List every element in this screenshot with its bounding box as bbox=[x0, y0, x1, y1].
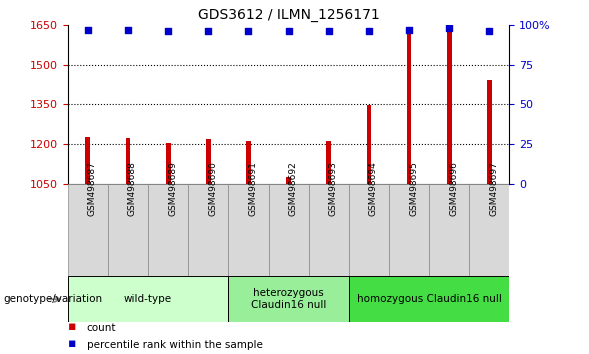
Bar bbox=[206, 139, 211, 184]
Text: GSM498690: GSM498690 bbox=[209, 161, 217, 216]
Bar bbox=[108, 184, 148, 276]
Bar bbox=[85, 137, 90, 184]
Point bbox=[445, 25, 454, 31]
Bar bbox=[286, 177, 291, 184]
Text: GSM498694: GSM498694 bbox=[369, 161, 378, 216]
Point bbox=[204, 28, 213, 34]
Bar bbox=[447, 28, 452, 184]
Point bbox=[405, 27, 414, 32]
Bar bbox=[487, 80, 492, 184]
Bar bbox=[166, 143, 171, 184]
Text: wild-type: wild-type bbox=[124, 294, 172, 304]
Text: percentile rank within the sample: percentile rank within the sample bbox=[87, 341, 263, 350]
Bar bbox=[309, 184, 349, 276]
Bar bbox=[229, 184, 269, 276]
Point bbox=[364, 28, 373, 34]
Point bbox=[324, 28, 333, 34]
Bar bbox=[326, 141, 331, 184]
Bar bbox=[229, 276, 349, 322]
Point bbox=[284, 28, 293, 34]
Bar bbox=[68, 276, 229, 322]
Text: ▪: ▪ bbox=[68, 320, 76, 333]
Bar bbox=[125, 138, 130, 184]
Point bbox=[244, 28, 253, 34]
Bar bbox=[269, 184, 309, 276]
Text: GSM498689: GSM498689 bbox=[168, 161, 177, 216]
Bar bbox=[246, 141, 251, 184]
Text: count: count bbox=[87, 323, 116, 333]
Bar bbox=[469, 184, 509, 276]
Text: GSM498697: GSM498697 bbox=[489, 161, 498, 216]
Bar bbox=[68, 184, 108, 276]
Bar bbox=[389, 184, 429, 276]
Bar bbox=[188, 184, 229, 276]
Bar bbox=[406, 33, 412, 184]
Bar bbox=[349, 184, 389, 276]
Text: genotype/variation: genotype/variation bbox=[3, 294, 102, 304]
Text: GSM498691: GSM498691 bbox=[249, 161, 257, 216]
Text: GSM498692: GSM498692 bbox=[289, 161, 297, 216]
Bar bbox=[366, 105, 371, 184]
Text: GSM498693: GSM498693 bbox=[329, 161, 337, 216]
Title: GDS3612 / ILMN_1256171: GDS3612 / ILMN_1256171 bbox=[198, 8, 379, 22]
Text: homozygous Claudin16 null: homozygous Claudin16 null bbox=[357, 294, 502, 304]
Text: GSM498687: GSM498687 bbox=[88, 161, 97, 216]
Text: GSM498696: GSM498696 bbox=[449, 161, 458, 216]
Point bbox=[123, 27, 133, 32]
Point bbox=[83, 27, 92, 32]
Text: GSM498688: GSM498688 bbox=[128, 161, 137, 216]
Point bbox=[485, 28, 494, 34]
Bar bbox=[349, 276, 509, 322]
Text: ▪: ▪ bbox=[68, 337, 76, 350]
Text: heterozygous
Claudin16 null: heterozygous Claudin16 null bbox=[251, 288, 326, 310]
Text: GSM498695: GSM498695 bbox=[409, 161, 418, 216]
Bar bbox=[429, 184, 469, 276]
Point bbox=[163, 28, 173, 34]
Bar bbox=[148, 184, 188, 276]
